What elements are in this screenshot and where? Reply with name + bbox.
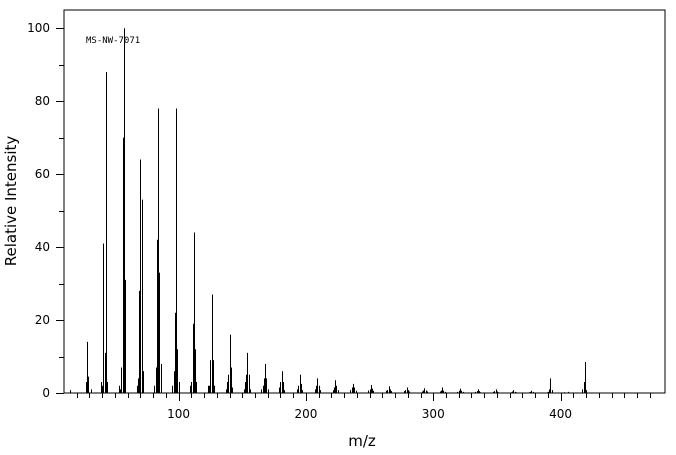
y-tick-label: 20 [35,313,50,327]
spectrum-id-annotation: MS-NW-7071 [86,36,140,46]
y-tick-label: 100 [27,21,50,35]
x-tick-label: 400 [549,407,572,421]
y-axis-ticks: 0 20 40 60 80 100 [27,21,64,400]
x-axis-label: m/z [348,432,376,450]
y-tick-label: 60 [35,167,50,181]
x-tick-label: 300 [422,407,445,421]
y-axis-label: Relative Intensity [2,136,20,267]
y-tick-label: 80 [35,94,50,108]
y-tick-label: 0 [42,386,50,400]
peak-bars [70,28,587,393]
x-tick-label: 100 [167,407,190,421]
x-axis-ticks: 100 200 300 400 [77,393,651,421]
x-tick-label: 200 [294,407,317,421]
plot-frame [63,9,666,394]
y-tick-label: 40 [35,240,50,254]
